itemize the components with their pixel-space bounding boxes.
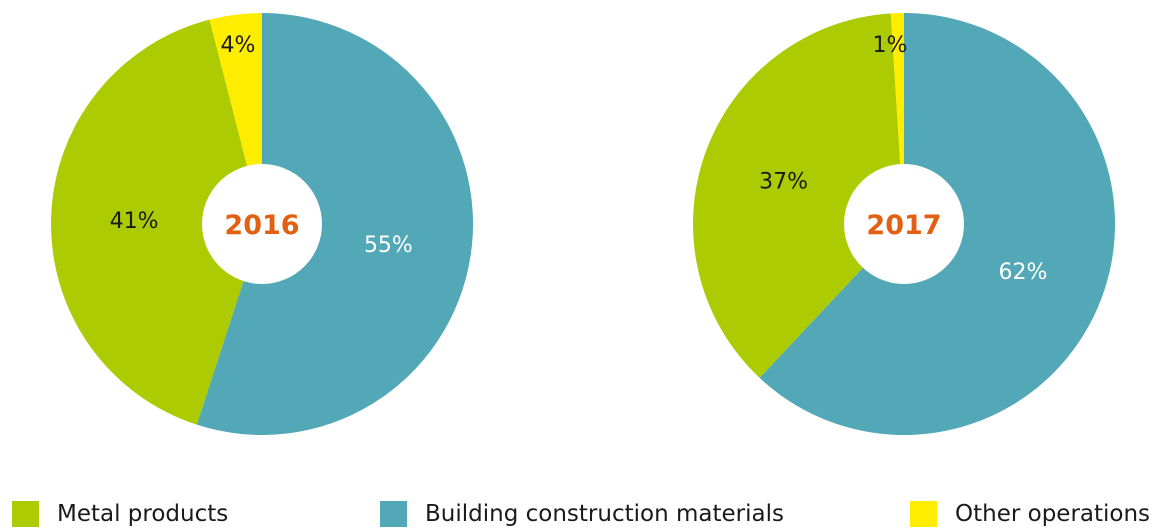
slice-label-metal-products: 41%: [110, 209, 159, 234]
slice-label-metal-products: 37%: [759, 170, 808, 195]
legend-swatch-metal-products: [12, 501, 39, 527]
pie-year-label: 2017: [866, 210, 941, 241]
legend-swatch-building-construction-materials: [380, 501, 407, 527]
legend-item-metal-products: Metal products: [12, 498, 228, 530]
slice-label-building-construction-materials: 55%: [364, 233, 413, 258]
pie-chart-2017: 62% 37% 1% 2017: [693, 13, 1116, 435]
slice-label-other-operations: 4%: [221, 33, 256, 58]
slice-label-building-construction-materials: 62%: [999, 260, 1048, 285]
slice-label-other-operations: 1%: [873, 33, 908, 58]
legend-item-building-construction-materials: Building construction materials: [380, 498, 784, 530]
legend-label-building-construction-materials: Building construction materials: [425, 501, 784, 527]
legend-label-metal-products: Metal products: [57, 501, 229, 527]
legend-item-other-operations: Other operations: [910, 498, 1150, 530]
legend-label-other-operations: Other operations: [955, 501, 1151, 527]
pie-slice-metal-products: [51, 19, 262, 425]
pie-chart-2016: 55% 41% 4% 2016: [51, 13, 474, 435]
pie-center-hole: [844, 164, 964, 284]
legend-swatch-other-operations: [910, 501, 937, 527]
pie-center-hole: [202, 164, 322, 284]
pie-year-label: 2016: [224, 210, 299, 241]
pie-slice-metal-products: [693, 13, 904, 378]
chart-legend: Metal products Building construction mat…: [0, 498, 1166, 530]
pie-slice-building-construction-materials: [196, 13, 474, 435]
